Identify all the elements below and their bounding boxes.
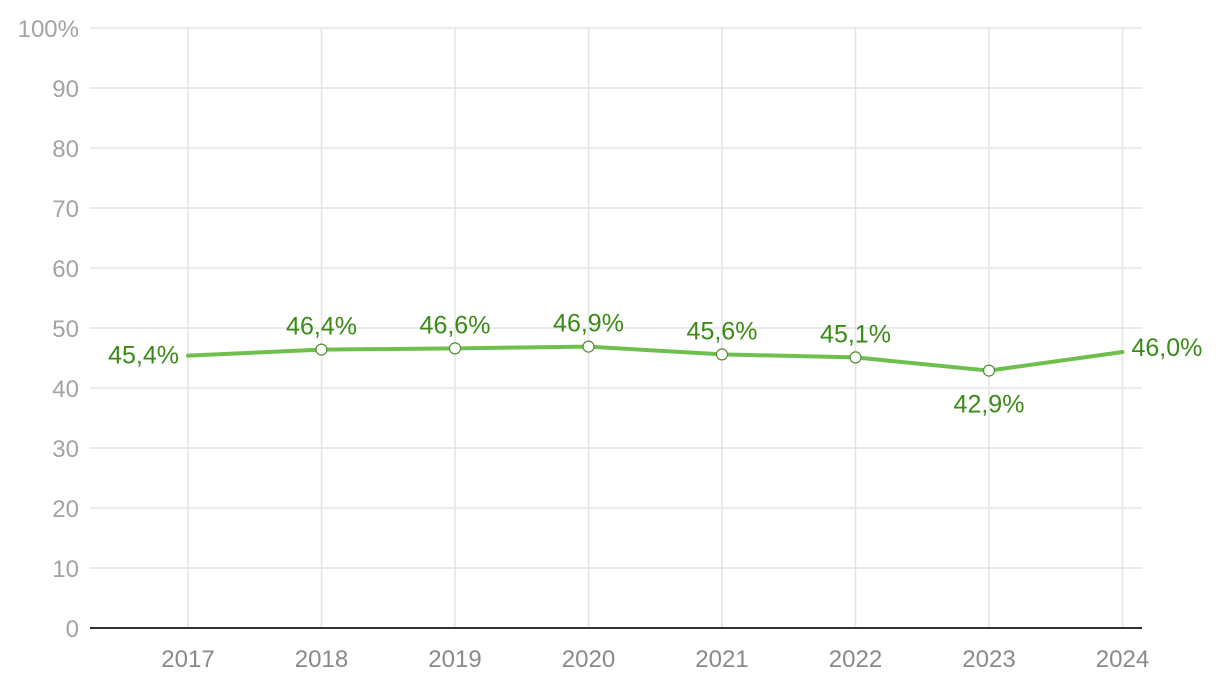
x-tick-label: 2022 — [829, 646, 882, 673]
data-label: 46,6% — [420, 311, 491, 339]
x-tick-label: 2018 — [295, 646, 348, 673]
x-tick-label: 2020 — [562, 646, 615, 673]
y-tick-label: 0 — [66, 616, 79, 643]
data-label: 46,9% — [553, 310, 624, 338]
data-point — [582, 340, 595, 353]
y-tick-label: 10 — [52, 556, 79, 583]
data-point — [849, 351, 862, 364]
y-tick-label: 80 — [52, 136, 79, 163]
data-label: 45,4% — [108, 342, 179, 370]
data-label: 45,1% — [820, 320, 891, 348]
y-tick-label: 40 — [52, 376, 79, 403]
x-tick-label: 2019 — [428, 646, 481, 673]
grid-lines — [90, 27, 1142, 628]
y-axis-ticks: 0 10 20 30 40 50 60 70 80 90 100% — [18, 16, 79, 643]
data-label: 46,0% — [1132, 334, 1203, 362]
y-tick-label: 30 — [52, 436, 79, 463]
x-axis-ticks: 2017 2018 2019 2020 2021 2022 2023 2024 — [161, 646, 1149, 673]
x-tick-label: 2023 — [962, 646, 1015, 673]
data-label: 45,6% — [687, 317, 758, 345]
y-tick-label: 70 — [52, 196, 79, 223]
x-tick-label: 2017 — [161, 646, 214, 673]
y-tick-label: 50 — [52, 316, 79, 343]
series-layer — [186, 340, 1125, 377]
y-tick-label: 100% — [18, 16, 79, 43]
data-point — [448, 342, 462, 355]
data-point — [982, 364, 996, 377]
series-line — [186, 344, 1125, 373]
x-tick-label: 2021 — [695, 646, 748, 673]
data-labels: 45,4% 46,4% 46,6% 46,9% 45,6% 45,1% 42,9% 46,0% — [108, 310, 1202, 419]
y-tick-label: 90 — [52, 76, 79, 103]
x-tick-label: 2024 — [1096, 646, 1149, 673]
data-point — [715, 348, 729, 361]
data-label: 42,9% — [954, 391, 1025, 419]
y-tick-label: 20 — [52, 496, 79, 523]
y-tick-label: 60 — [52, 256, 79, 283]
data-point — [315, 343, 328, 356]
data-label: 46,4% — [286, 313, 357, 341]
